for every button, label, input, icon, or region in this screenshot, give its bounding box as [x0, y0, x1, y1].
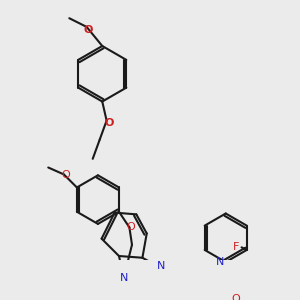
Text: O: O — [84, 25, 93, 34]
Text: N: N — [216, 257, 225, 267]
Text: N: N — [157, 261, 166, 272]
Text: F: F — [233, 242, 239, 252]
Text: O: O — [231, 294, 240, 300]
Text: O: O — [127, 222, 136, 233]
Text: O: O — [104, 118, 114, 128]
Text: N: N — [120, 273, 128, 283]
Text: O: O — [61, 170, 70, 180]
